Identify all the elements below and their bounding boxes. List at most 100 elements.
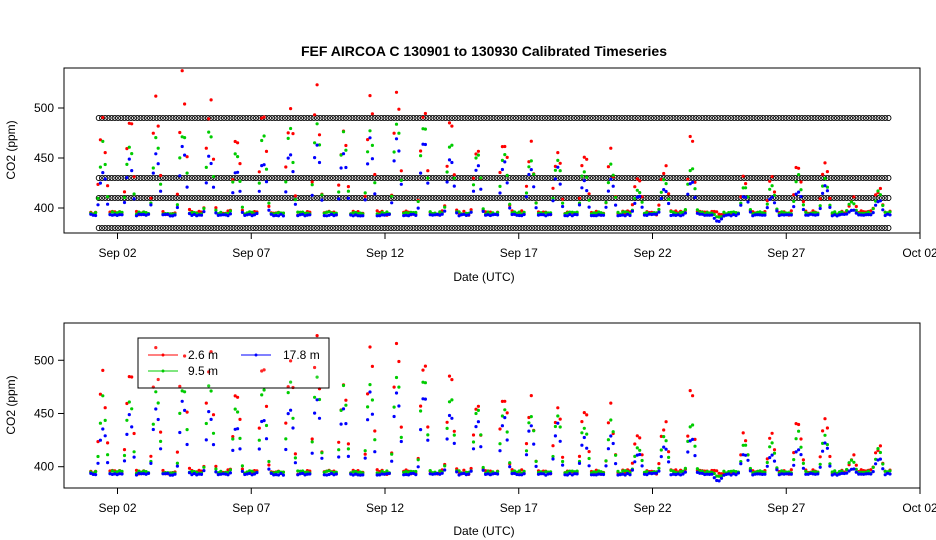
- calibration-point: [195, 174, 202, 182]
- calibration-point: [503, 194, 510, 202]
- bottom-point: [452, 429, 456, 433]
- calibration-point: [651, 224, 658, 232]
- top-point: [358, 214, 362, 218]
- bottom-point: [488, 469, 492, 473]
- bottom-point: [869, 472, 873, 476]
- calibration-point: [111, 224, 118, 232]
- calibration-point: [310, 224, 317, 232]
- bottom-x-tick-label: Sep 27: [767, 501, 805, 515]
- top-point: [106, 202, 110, 206]
- calibration-point: [747, 224, 754, 232]
- top-point: [419, 171, 423, 175]
- top-point: [445, 180, 449, 184]
- calibration-point: [756, 224, 764, 232]
- calibration-point: [679, 224, 687, 232]
- top-point: [797, 173, 801, 177]
- top-point: [630, 209, 635, 213]
- calibration-point: [496, 174, 504, 182]
- bottom-point: [426, 425, 430, 429]
- calibration-point: [519, 174, 526, 182]
- bottom-point: [792, 463, 796, 467]
- bottom-point: [303, 473, 307, 477]
- bottom-point: [707, 472, 712, 476]
- calibration-point: [622, 224, 629, 232]
- top-point: [705, 211, 709, 215]
- top-point: [727, 211, 731, 215]
- bottom-point: [508, 461, 512, 465]
- bottom-point: [238, 417, 242, 421]
- top-point: [780, 213, 784, 217]
- top-point: [638, 191, 642, 195]
- bottom-point: [226, 468, 230, 472]
- bottom-point: [693, 444, 697, 448]
- calibration-point: [253, 174, 260, 182]
- bottom-point: [373, 450, 377, 454]
- top-point: [399, 182, 403, 186]
- top-point: [816, 213, 820, 217]
- calibration-point: [846, 224, 853, 232]
- calibration-point: [724, 194, 731, 202]
- calibration-point: [297, 174, 305, 182]
- calibration-point: [346, 224, 353, 232]
- top-point: [103, 151, 107, 155]
- calibration-point: [525, 114, 532, 122]
- top-point: [293, 202, 297, 206]
- bottom-point: [452, 441, 456, 445]
- top-point: [669, 209, 673, 214]
- bottom-point: [204, 421, 208, 426]
- bottom-point: [635, 446, 639, 450]
- bottom-point: [438, 472, 442, 476]
- top-point: [394, 90, 399, 94]
- calibration-point: [179, 114, 186, 122]
- bottom-point: [366, 405, 370, 409]
- calibration-point: [204, 114, 211, 122]
- top-point: [551, 186, 555, 190]
- bottom-point: [159, 430, 163, 434]
- calibration-point: [503, 114, 510, 122]
- calibration-point: [766, 114, 773, 122]
- top-point: [849, 200, 854, 204]
- calibration-point: [699, 224, 706, 232]
- bottom-point: [368, 383, 372, 387]
- bottom-point: [657, 462, 661, 466]
- bottom-point: [635, 453, 639, 457]
- top-point: [575, 210, 579, 214]
- calibration-point: [773, 224, 780, 232]
- top-point: [671, 213, 676, 217]
- top-point: [320, 193, 324, 197]
- top-point: [825, 185, 830, 189]
- calibration-point: [108, 194, 115, 202]
- bottom-point: [587, 450, 591, 454]
- bottom-point: [854, 467, 858, 471]
- bottom-point: [315, 398, 319, 402]
- bottom-point: [298, 469, 302, 473]
- calibration-point: [442, 194, 449, 202]
- top-point: [874, 199, 878, 203]
- calibration-point: [878, 224, 886, 232]
- bottom-point: [611, 441, 615, 446]
- top-point: [366, 150, 370, 154]
- top-point: [700, 212, 704, 216]
- calibration-point: [840, 224, 847, 232]
- bottom-point: [500, 414, 504, 418]
- top-point: [881, 203, 885, 208]
- calibration-point: [275, 224, 282, 232]
- calibration-point: [625, 224, 632, 232]
- bottom-point: [789, 472, 793, 476]
- bottom-point: [727, 472, 731, 476]
- top-point: [178, 174, 182, 178]
- bottom-point: [134, 468, 139, 472]
- bottom-point: [358, 470, 362, 474]
- calibration-point: [150, 224, 157, 232]
- top-point: [508, 206, 512, 210]
- bottom-point: [481, 468, 485, 472]
- top-point: [315, 83, 319, 87]
- top-point: [686, 182, 690, 186]
- calibration-point: [358, 194, 366, 202]
- calibration-point: [878, 114, 886, 122]
- top-point: [840, 210, 844, 214]
- bottom-point: [366, 418, 370, 422]
- top-point: [544, 214, 548, 218]
- top-point: [792, 193, 796, 197]
- bottom-point: [806, 472, 810, 476]
